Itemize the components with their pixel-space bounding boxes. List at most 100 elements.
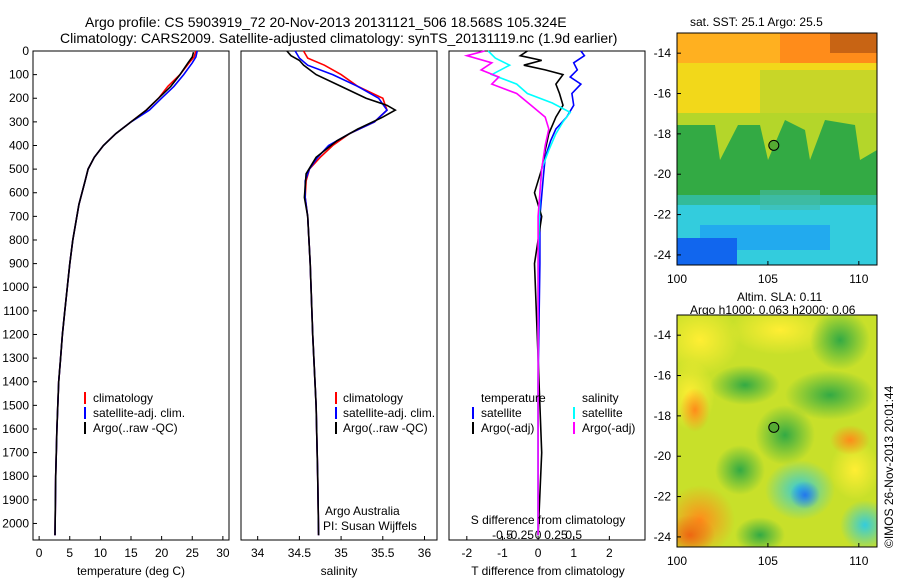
sla-map-title-2: Argo h1000: 0.063 h2000: 0.06 xyxy=(690,303,856,317)
salinity-xlabel: salinity xyxy=(321,564,358,578)
depth-tick-label: 300 xyxy=(9,115,29,129)
sst-heatmap xyxy=(677,33,877,265)
sst-argo-position-marker xyxy=(768,139,780,151)
depth-tick-label: 1800 xyxy=(2,469,29,483)
depth-tick-label: 200 xyxy=(9,91,29,105)
sla-argo-position-marker xyxy=(768,421,780,433)
temp-legend-argo: Argo(..raw -QC) xyxy=(93,421,178,435)
sla-map-lon-tick-label: 100 xyxy=(667,554,687,568)
temperature-line-argo-raw-qc- xyxy=(54,52,195,536)
sst-map-lon-tick-label: 100 xyxy=(667,272,687,286)
temperature-tick-label: 25 xyxy=(186,546,200,560)
temperature-series xyxy=(54,50,198,536)
salinity-line-climatology xyxy=(302,50,388,536)
sla-map-lat-tick-label: -20 xyxy=(654,449,672,463)
temperature-line-climatology xyxy=(54,50,197,536)
t-difference-tick-label: -2 xyxy=(461,546,472,560)
legend-header-temperature: temperature xyxy=(481,391,546,405)
temperature-panel: 0100200300400500600700800900100011001200… xyxy=(2,44,230,578)
temperature-xlabel: temperature (deg C) xyxy=(77,564,185,578)
temperature-legend: climatology satellite-adj. clim. Argo(..… xyxy=(84,391,185,435)
depth-tick-label: 900 xyxy=(9,257,29,271)
t-difference-tick-label: -1 xyxy=(497,546,508,560)
t-difference-tick-label: 0 xyxy=(535,546,542,560)
sst-map-lat-tick-label: -16 xyxy=(654,87,672,101)
salinity-tick-label: 34.5 xyxy=(288,546,312,560)
depth-tick-label: 1200 xyxy=(2,327,29,341)
diff-legend-t-argo: Argo(-adj) xyxy=(481,421,534,435)
sal-legend-satellite: satellite-adj. clim. xyxy=(343,406,435,420)
salinity-legend: climatology satellite-adj. clim. Argo(..… xyxy=(335,391,435,435)
difference-line-s-satellite xyxy=(487,50,572,536)
difference-line-t-argo-adj- xyxy=(518,50,565,536)
sal-legend-climatology: climatology xyxy=(343,391,403,405)
credit-pi: PI: Susan Wijffels xyxy=(323,519,417,533)
temperature-tick-label: 10 xyxy=(94,546,108,560)
s-difference-axis: -0.5-0.25 0 0.250.5 xyxy=(492,528,582,542)
salinity-axes xyxy=(240,50,438,541)
sst-map-title: sat. SST: 25.1 Argo: 25.5 xyxy=(690,15,823,29)
salinity-panel: 34 34.5 35 35.5 36 salinity climatology sate… xyxy=(240,50,438,578)
salinity-tick-label: 34 xyxy=(251,546,265,560)
sal-legend-argo: Argo(..raw -QC) xyxy=(343,421,428,435)
diff-legend-t-satellite: satellite xyxy=(481,406,522,420)
depth-tick-label: 600 xyxy=(9,186,29,200)
sla-map-lon-tick-label: 105 xyxy=(758,554,778,568)
t-difference-tick-label: 1 xyxy=(570,546,577,560)
diff-legend-s-argo: Argo(-adj) xyxy=(582,421,635,435)
salinity-series xyxy=(286,50,397,536)
title-line-1: Argo profile: CS 5903919_72 20-Nov-2013 … xyxy=(85,14,567,30)
salinity-line-argo-raw-qc- xyxy=(286,50,397,536)
temperature-line-satellite-adj-clim- xyxy=(54,50,198,536)
s-difference-label: S difference from climatology xyxy=(471,513,626,527)
difference-axes xyxy=(448,50,646,541)
salinity-line-satellite-adj-clim- xyxy=(294,50,389,536)
sla-map-lat-tick-label: -24 xyxy=(654,530,672,544)
sst-map-axes: 100 105 110 -14 -16 -18 -20 -22 -24 xyxy=(654,46,869,286)
temp-legend-satellite: satellite-adj. clim. xyxy=(93,406,185,420)
depth-tick-label: 1600 xyxy=(2,422,29,436)
depth-tick-label: 1300 xyxy=(2,351,29,365)
difference-line-s-argo-adj- xyxy=(463,50,550,536)
temperature-tick-label: 30 xyxy=(216,546,230,560)
depth-tick-label: 1400 xyxy=(2,375,29,389)
sla-map-lon-tick-label: 110 xyxy=(849,554,868,568)
depth-tick-label: 500 xyxy=(9,162,29,176)
t-difference-tick-label: 2 xyxy=(606,546,613,560)
sst-map-lat-tick-label: -20 xyxy=(654,167,672,181)
sst-map-panel: sat. SST: 25.1 Argo: 25.5 100 105 110 -14 -1… xyxy=(654,15,878,286)
sla-map-title-1: Altim. SLA: 0.11 xyxy=(737,290,822,304)
salinity-tick-label: 36 xyxy=(418,546,432,560)
depth-tick-label: 1500 xyxy=(2,398,29,412)
sst-map-lat-tick-label: -18 xyxy=(654,127,672,141)
sla-map-lat-tick-label: -16 xyxy=(654,369,672,383)
temperature-tick-label: 15 xyxy=(124,546,138,560)
sst-map-lat-tick-label: -22 xyxy=(654,208,672,222)
temperature-tick-label: 0 xyxy=(36,546,43,560)
sst-map-frame xyxy=(676,32,878,266)
difference-panel: -2 -1 0 1 2 -0.5-0.25 0 0.250.5 S difference f… xyxy=(448,50,646,578)
depth-tick-label: 1900 xyxy=(2,493,29,507)
t-difference-x-axis: -2 -1 0 1 2 xyxy=(461,536,613,560)
t-difference-xlabel: T difference from climatology xyxy=(471,564,625,578)
temp-legend-climatology: climatology xyxy=(93,391,153,405)
depth-tick-label: 1000 xyxy=(2,280,29,294)
salinity-tick-label: 35.5 xyxy=(371,546,395,560)
depth-tick-label: 0 xyxy=(22,44,29,58)
sla-map-lat-tick-label: -22 xyxy=(654,490,672,504)
sla-map-panel: Altim. SLA: 0.11 Argo h1000: 0.063 h2000… xyxy=(654,290,878,568)
s-difference-tick-label: -0.5 xyxy=(492,528,513,542)
depth-tick-label: 100 xyxy=(9,68,29,82)
depth-tick-label: 1700 xyxy=(2,446,29,460)
depth-tick-label: 2000 xyxy=(2,516,29,530)
temperature-tick-label: 5 xyxy=(66,546,73,560)
s-difference-tick-label: 0.5 xyxy=(565,528,582,542)
sla-map-lat-tick-label: -18 xyxy=(654,409,672,423)
difference-legend: temperature salinity satellite Argo(-adj… xyxy=(472,391,635,435)
diff-legend-s-satellite: satellite xyxy=(582,406,623,420)
sst-map-lon-tick-label: 105 xyxy=(758,272,778,286)
sst-map-lat-tick-label: -24 xyxy=(654,248,672,262)
legend-header-salinity: salinity xyxy=(582,391,619,405)
title-line-2: Climatology: CARS2009. Satellite-adjuste… xyxy=(60,30,617,46)
